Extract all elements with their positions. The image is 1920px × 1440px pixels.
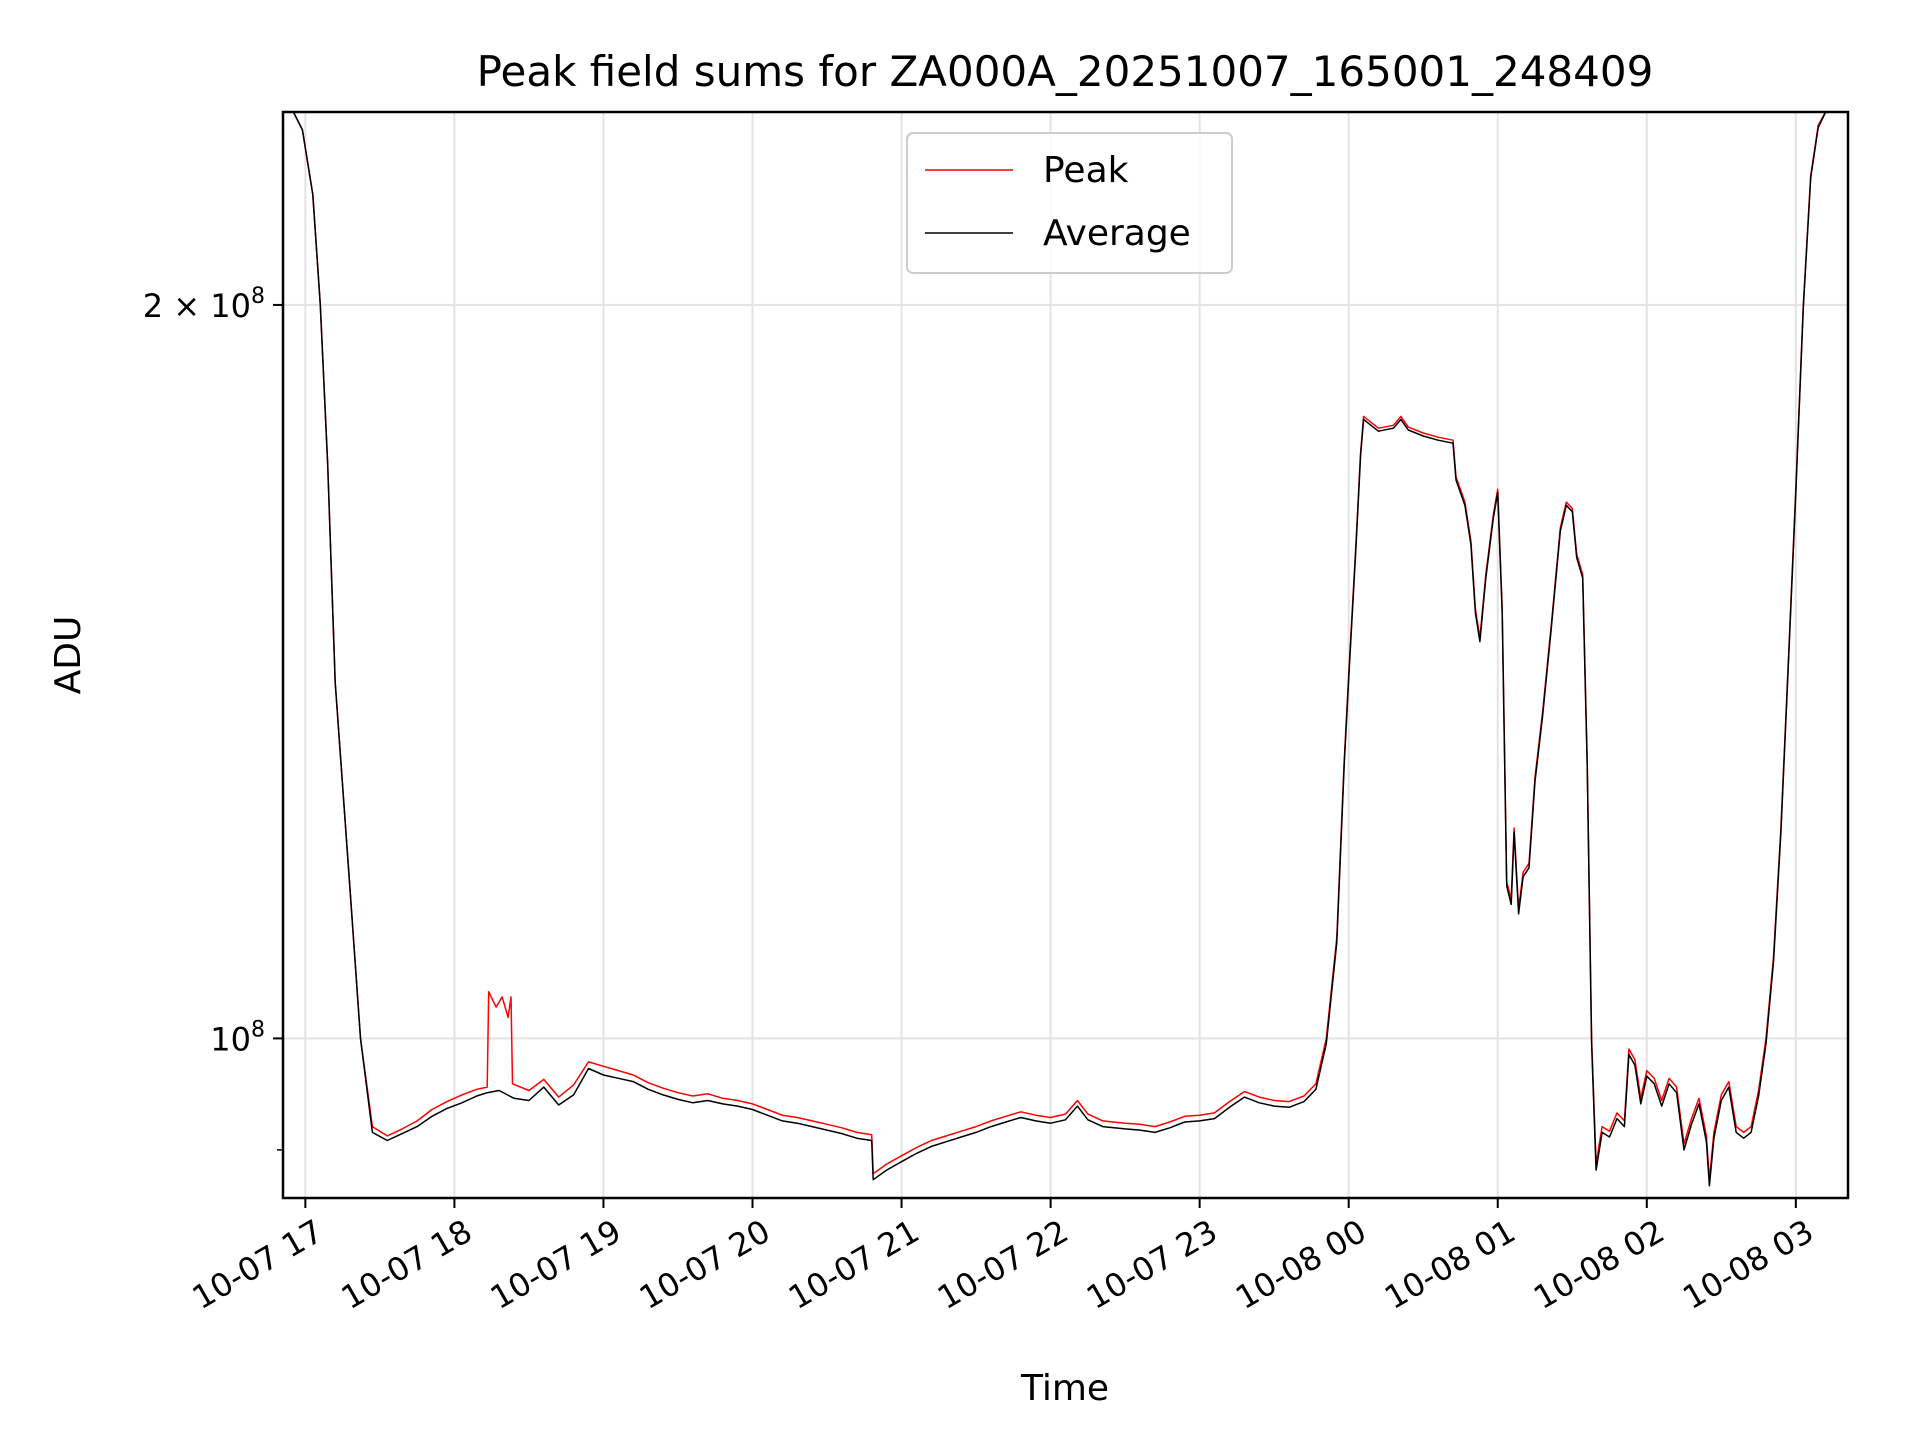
series-line-peak xyxy=(292,111,1841,1181)
y-tick-label: 2 × 108 xyxy=(143,284,265,325)
y-tick-label-base: 10 xyxy=(210,1020,251,1058)
y-axis-label: ADU xyxy=(48,616,89,695)
chart-title: Peak field sums for ZA000A_20251007_1650… xyxy=(477,47,1654,96)
y-tick-label-exponent: 8 xyxy=(251,284,265,309)
grid-lines xyxy=(283,112,1848,1198)
plot-series xyxy=(292,111,1841,1187)
y-tick-label-exponent: 8 xyxy=(251,1017,265,1042)
plot-area-frame xyxy=(281,110,1850,1200)
series-line-average xyxy=(292,111,1841,1187)
legend-label-peak: Peak xyxy=(1043,150,1129,191)
legend-box xyxy=(906,132,1233,274)
y-tick-label-base: 2 × 10 xyxy=(143,287,251,325)
legend-label-average: Average xyxy=(1043,213,1191,254)
x-axis-label: Time xyxy=(1020,1368,1109,1409)
y-tick-label: 108 xyxy=(210,1017,265,1058)
legend: Peak Average xyxy=(906,132,1233,274)
